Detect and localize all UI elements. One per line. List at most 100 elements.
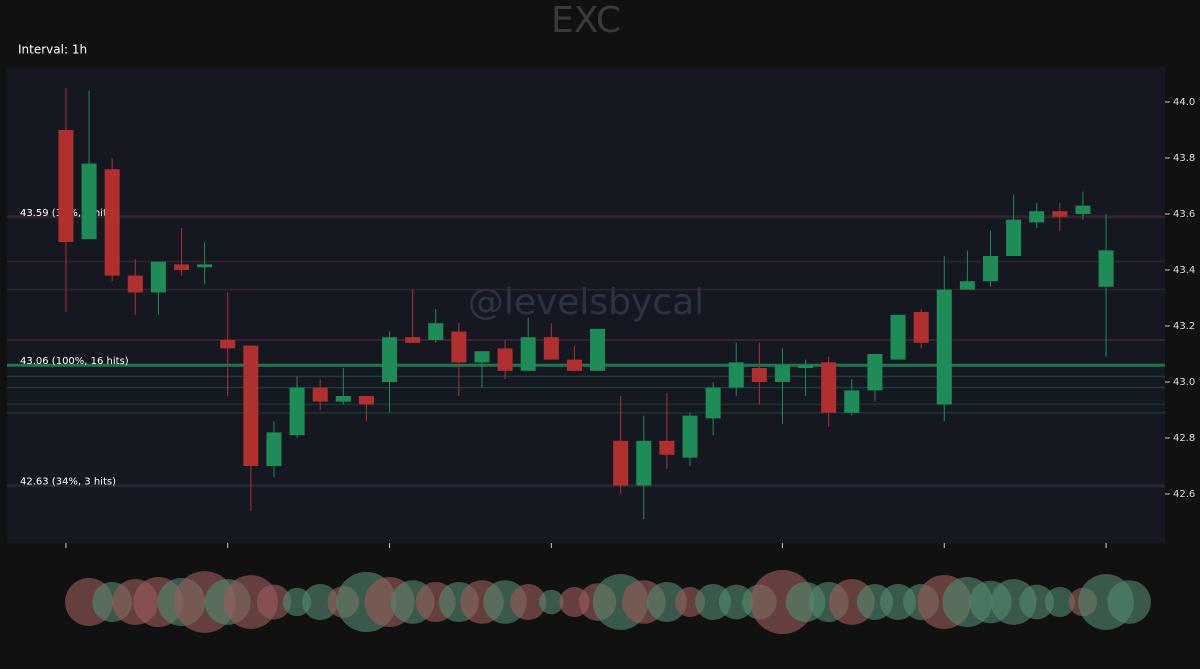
volume-bubble-tint (327, 586, 360, 618)
candle-body (497, 348, 513, 371)
candle-body (844, 390, 860, 413)
volume-bubble-tint (390, 580, 435, 624)
y-tick-label: 44.0 (1173, 97, 1195, 108)
volume-bubble-tint (903, 583, 940, 621)
volume-bubble-tint (785, 582, 826, 622)
volume-bubble (112, 579, 159, 625)
candle-body (173, 264, 190, 270)
volume-bubble (256, 584, 292, 620)
volume-bubble-tint (483, 580, 527, 624)
candle-body (751, 368, 767, 382)
watermark: @levelsbycal (468, 282, 704, 323)
volume-bubble (942, 577, 993, 627)
candle-body (289, 387, 305, 436)
volume-bubble-tint (1019, 584, 1055, 620)
candle-body (566, 359, 582, 371)
volume-bubble (483, 580, 527, 624)
volume-bubble (1107, 580, 1151, 624)
volume-bubble (1019, 584, 1055, 620)
volume-bubble (592, 574, 649, 630)
volume-bubble (157, 578, 206, 626)
volume-bubble (1044, 587, 1075, 617)
y-tick-label: 43.6 (1173, 209, 1195, 220)
volume-bubble-tint (969, 580, 1012, 624)
volume-bubble-tint (223, 575, 278, 629)
candle-body (728, 362, 744, 388)
volume-bubble-tint (157, 578, 206, 626)
candle-body (1052, 211, 1068, 217)
volume-bubble-tint (204, 579, 251, 625)
volume-bubble-tint (578, 583, 617, 621)
candle-body (774, 365, 790, 382)
volume-bubble (539, 589, 564, 615)
volume-bubble (65, 578, 114, 626)
volume-bubble-tint (438, 582, 479, 622)
candle-body (104, 169, 120, 276)
candle-body (798, 365, 814, 368)
volume-bubble (675, 587, 706, 617)
volume-bubble (578, 583, 617, 621)
level-label: 42.63 (34%, 3 hits) (20, 477, 116, 488)
volume-bubble-tint (415, 582, 456, 622)
candle-body (197, 264, 213, 268)
volume-bubble (460, 580, 504, 624)
subtitle: Interval: 1h (18, 43, 87, 57)
candle-body (520, 337, 536, 371)
volume-bubble (856, 583, 893, 621)
volume-bubble (1078, 574, 1134, 630)
candle-body (590, 328, 606, 371)
volume-bubble (621, 580, 666, 624)
volume-bubble (327, 586, 360, 618)
volume-bubble (92, 582, 133, 622)
volume-bubble (223, 575, 278, 629)
volume-bubble (990, 579, 1037, 625)
volume-bubble-tint (880, 583, 917, 621)
volume-bubble-tint (718, 584, 754, 620)
candle-body (705, 387, 721, 419)
volume-bubble-tint (917, 575, 972, 629)
candle-body (936, 289, 952, 405)
volume-bubble-tint (336, 572, 397, 632)
volume-bubble-tint (695, 583, 732, 621)
volume-bubble (364, 577, 415, 627)
candle-body (312, 387, 328, 402)
volume-bubble (1068, 587, 1098, 617)
y-tick-label: 43.2 (1173, 321, 1195, 332)
candle-body (867, 354, 883, 391)
y-tick-label: 42.6 (1173, 489, 1195, 500)
volume-bubble-tint (942, 577, 993, 627)
candle-body (358, 396, 374, 405)
plot-area (7, 67, 1165, 543)
volume-bubble-tint (990, 579, 1037, 625)
volume-bubble-tint (1044, 587, 1075, 617)
candle-body (959, 281, 975, 290)
volume-bubble (133, 577, 184, 627)
candle-body (1075, 205, 1091, 214)
y-tick-label: 43.0 (1173, 377, 1195, 388)
volume-bubble-tint (828, 579, 875, 625)
candle-body (428, 323, 444, 340)
volume-bubble (917, 575, 972, 629)
level-label: 43.06 (100%, 16 hits) (20, 356, 129, 367)
volume-bubble-tint (282, 587, 312, 617)
volume-bubble (808, 582, 849, 622)
volume-bubble (438, 582, 479, 622)
volume-bubble-tint (592, 574, 649, 630)
candle-body (1098, 250, 1114, 287)
candle-body (266, 432, 282, 466)
volume-bubble-tint (510, 583, 547, 621)
candle-body (1029, 211, 1045, 223)
volume-bubble (204, 579, 251, 625)
volume-bubble-tint (750, 569, 815, 635)
volume-bubble (510, 583, 547, 621)
volume-bubble (903, 583, 940, 621)
candle-body (913, 312, 929, 343)
candle-body (821, 362, 837, 413)
volume-bubble-tint (112, 579, 159, 625)
volume-bubble (336, 572, 397, 632)
volume-bubble-tint (675, 587, 706, 617)
candle-body (335, 396, 351, 402)
candle-body (1006, 219, 1022, 256)
volume-bubble (828, 579, 875, 625)
